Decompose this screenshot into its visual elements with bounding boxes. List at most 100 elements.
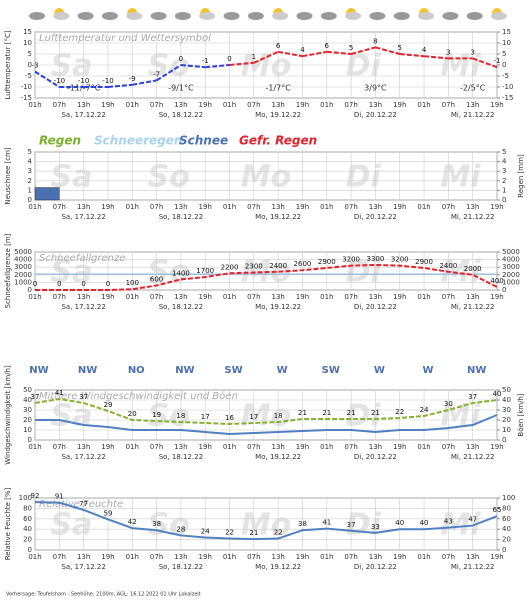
cloud-icon xyxy=(320,12,337,20)
day-label: Mo, 19.12.22 xyxy=(255,453,301,461)
y2-tick-label: 5000 xyxy=(502,248,520,256)
y2-tick-label: 30 xyxy=(502,406,511,414)
legend-entry: Regen xyxy=(39,134,81,148)
temp-segment xyxy=(375,46,400,55)
panel-title: Mittlere Windgeschwindigkeit und Böen xyxy=(39,391,238,402)
y2-tick-label: 3 xyxy=(502,167,506,175)
wind-direction: W xyxy=(374,365,385,376)
y2-tick-label: 0 xyxy=(502,546,506,554)
day-watermark: So xyxy=(148,160,190,195)
value-label: 0 xyxy=(179,55,183,63)
y-tick-label: -5 xyxy=(25,72,32,80)
y2-tick-label: 0 xyxy=(502,436,506,444)
x-tick-label: 07h xyxy=(344,101,357,109)
value-label: 38 xyxy=(298,520,307,528)
temp-segment xyxy=(180,64,206,69)
y-axis-title: Neuschnee [cm] xyxy=(4,147,12,205)
x-tick-label: 01h xyxy=(28,293,41,301)
y2-tick-label: 4 xyxy=(502,158,507,166)
x-tick-label: 19h xyxy=(199,203,212,211)
value-label: 40 xyxy=(493,390,502,398)
value-label: 3 xyxy=(446,48,450,56)
panel-title: Relative Feuchte xyxy=(39,499,123,510)
value-label: 0 xyxy=(106,280,110,288)
value-label: 19 xyxy=(152,411,161,419)
day-label: Di, 20.12.22 xyxy=(354,111,397,119)
x-tick-label: 13h xyxy=(271,553,284,561)
x-tick-label: 01h xyxy=(320,203,333,211)
day-label: Mi, 21.12.22 xyxy=(451,111,495,119)
value-label: 91 xyxy=(55,493,64,501)
cloud-icon xyxy=(126,12,143,20)
x-tick-label: 01h xyxy=(28,101,41,109)
x-tick-label: 07h xyxy=(344,553,357,561)
x-tick-label: 07h xyxy=(247,203,260,211)
x-tick-label: 19h xyxy=(101,101,114,109)
value-label: 21 xyxy=(249,529,258,537)
y2-tick-label: 3000 xyxy=(502,263,520,271)
day-label: Sa, 17.12.22 xyxy=(61,453,105,461)
x-tick-label: 19h xyxy=(393,203,406,211)
day-label: Sa, 17.12.22 xyxy=(61,111,105,119)
value-label: 22 xyxy=(274,529,283,537)
value-label: 100 xyxy=(126,279,139,287)
value-label: 21 xyxy=(322,409,331,417)
value-label: 3200 xyxy=(342,256,360,264)
value-label: 0 xyxy=(227,55,231,63)
value-label: 1700 xyxy=(196,267,214,275)
x-tick-label: 13h xyxy=(369,443,382,451)
day-label: So, 18.12.22 xyxy=(159,563,203,571)
y-tick-label: 5 xyxy=(28,50,32,58)
value-label: -10 xyxy=(54,77,65,85)
y-tick-label: 50 xyxy=(23,386,32,394)
y-tick-label: 0 xyxy=(28,286,32,294)
wind-direction: W xyxy=(423,365,434,376)
cloud-icon xyxy=(77,12,94,20)
cloud-icon xyxy=(101,12,118,20)
x-tick-label: 13h xyxy=(77,101,90,109)
value-label: 47 xyxy=(468,516,477,524)
x-tick-label: 13h xyxy=(271,443,284,451)
y2-tick-label: 5 xyxy=(502,50,506,58)
wind-direction: SW xyxy=(322,365,340,376)
x-tick-label: 13h xyxy=(466,203,479,211)
value-label: 37 xyxy=(31,393,40,401)
cloud-icon xyxy=(53,12,70,20)
value-label: 59 xyxy=(103,509,112,517)
temp-segment xyxy=(350,46,376,55)
x-tick-label: 07h xyxy=(247,553,260,561)
x-tick-label: 01h xyxy=(223,101,236,109)
x-tick-label: 13h xyxy=(77,553,90,561)
day-label: Mo, 19.12.22 xyxy=(255,111,301,119)
cloud-icon xyxy=(369,12,386,20)
y-tick-label: 40 xyxy=(23,396,32,404)
y-tick-label: 20 xyxy=(23,416,32,424)
x-tick-label: 13h xyxy=(271,203,284,211)
x-tick-label: 13h xyxy=(271,293,284,301)
x-tick-label: 19h xyxy=(393,293,406,301)
day-label: Mi, 21.12.22 xyxy=(451,213,495,221)
x-tick-label: 13h xyxy=(369,553,382,561)
x-tick-label: 01h xyxy=(126,203,139,211)
x-tick-label: 01h xyxy=(28,443,41,451)
day-label: Di, 20.12.22 xyxy=(354,453,397,461)
x-tick-label: 01h xyxy=(417,203,430,211)
x-tick-label: 07h xyxy=(344,443,357,451)
value-label: 92 xyxy=(31,492,40,500)
value-label: 2400 xyxy=(439,262,457,270)
y-tick-label: 80 xyxy=(23,504,32,512)
x-tick-label: 01h xyxy=(126,443,139,451)
x-tick-label: 19h xyxy=(296,101,309,109)
y2-tick-label: 0 xyxy=(502,61,506,69)
value-label: 0 xyxy=(81,280,85,288)
x-tick-label: 19h xyxy=(296,203,309,211)
day-label: So, 18.12.22 xyxy=(159,453,203,461)
minmax-annotation: -2/5°C xyxy=(460,84,486,93)
minmax-annotation: -9/1°C xyxy=(168,84,194,93)
x-tick-label: 19h xyxy=(490,443,503,451)
value-label: 6 xyxy=(276,42,281,50)
x-tick-label: 01h xyxy=(223,553,236,561)
x-tick-label: 13h xyxy=(174,553,187,561)
x-tick-label: 07h xyxy=(150,443,163,451)
